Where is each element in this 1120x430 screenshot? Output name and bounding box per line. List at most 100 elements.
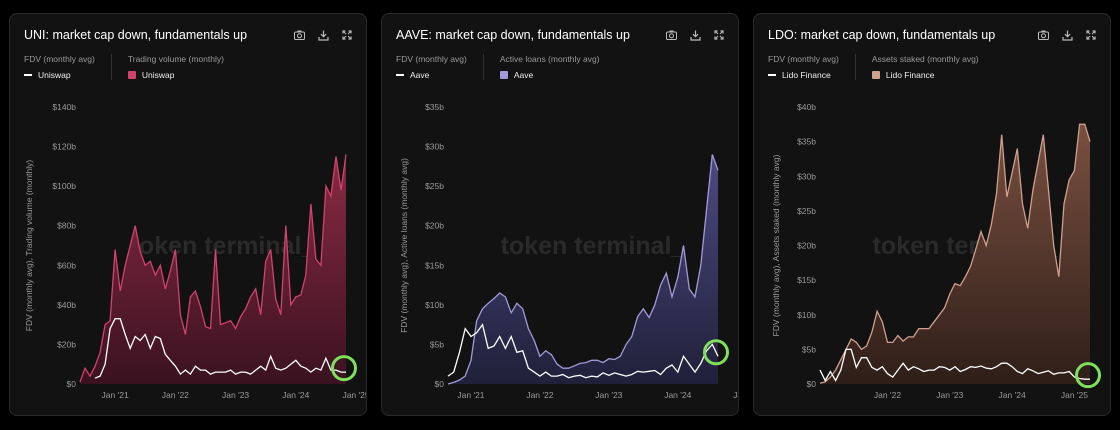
y-axis-title: FDV (monthly avg), Assets staked (monthl…	[771, 154, 781, 336]
fdv-series-line	[447, 323, 719, 379]
chart-toolbar	[1036, 28, 1098, 42]
x-tick-label: Jan '21	[102, 390, 129, 400]
x-tick-label: Jan '22	[874, 390, 901, 400]
highlight-circle	[331, 355, 357, 382]
legend-item-label: Uniswap	[38, 70, 71, 80]
area-fill	[820, 124, 1090, 385]
chart-toolbar	[292, 28, 354, 42]
x-tick-label: Jan '25	[733, 390, 739, 400]
y-tick-label: $35b	[797, 137, 816, 147]
y-tick-label: $40b	[797, 102, 816, 112]
y-tick-label: $35b	[425, 102, 444, 112]
area-series-line	[819, 123, 1091, 384]
plot-area: $140b $120b $100b $80b $60b $40b $20b $0 Jan '21…	[24, 102, 367, 400]
chart-title: LDO: market cap down, fundamentals up	[768, 28, 996, 42]
fullscreen-icon[interactable]	[1084, 28, 1098, 42]
y-tick-label: $100b	[52, 181, 76, 191]
y-tick-label: $10b	[797, 310, 816, 320]
area-swatch	[871, 71, 880, 79]
legend-item-area[interactable]: Uniswap	[127, 70, 224, 80]
area-swatch	[127, 71, 136, 79]
chart-title: AAVE: market cap down, fundamentals up	[396, 28, 630, 42]
chart-card-ldo: LDO: market cap down, fundamentals up FD…	[753, 13, 1111, 416]
y-tick-label: $30b	[425, 142, 444, 152]
legend-item-label: Uniswap	[141, 70, 175, 80]
line-swatch	[24, 74, 32, 76]
legend-item-label: Lido Finance	[885, 70, 935, 80]
y-tick-label: $5b	[802, 344, 816, 354]
y-tick-label: $25b	[797, 206, 816, 216]
y-tick-label: $0	[807, 379, 817, 389]
camera-icon[interactable]	[1036, 28, 1050, 42]
fullscreen-icon[interactable]	[712, 28, 726, 42]
line-swatch	[768, 74, 776, 76]
legend-group-volume: Trading volume (monthly)	[127, 54, 224, 64]
y-tick-label: $20b	[425, 221, 444, 231]
plot-area: $40b $35b $30b $25b $20b $15b $10b $5b $0 Jan '22…	[771, 102, 1101, 400]
chart-legend: FDV (monthly avg) Aave Active loans (mon…	[396, 54, 616, 80]
legend-group-fdv: FDV (monthly avg)	[768, 54, 839, 64]
highlight-circle	[703, 339, 729, 366]
legend-item-label: Lido Finance	[782, 70, 831, 80]
y-tick-label: $20b	[57, 339, 76, 349]
area-swatch	[499, 71, 508, 79]
plot-area: $35b $30b $25b $20b $15b $10b $5b $0 Jan '21 Jan …	[399, 102, 739, 400]
x-tick-label: Jan '22	[526, 390, 553, 400]
x-tick-label: Jan '23	[222, 390, 249, 400]
area-fill	[80, 154, 346, 384]
chart-card-uni: UNI: market cap down, fundamentals up FD…	[9, 13, 367, 416]
fdv-series-line	[94, 318, 346, 379]
chart-title: UNI: market cap down, fundamentals up	[24, 28, 248, 42]
chart-card-aave: AAVE: market cap down, fundamentals up F…	[381, 13, 739, 416]
legend-item-line[interactable]: Aave	[396, 70, 467, 80]
y-tick-label: $10b	[425, 300, 444, 310]
x-tick-label: Jan '25	[342, 390, 367, 400]
download-icon[interactable]	[688, 28, 702, 42]
x-tick-label: Jan '24	[999, 390, 1026, 400]
y-tick-label: $120b	[52, 142, 76, 152]
download-icon[interactable]	[1060, 28, 1074, 42]
camera-icon[interactable]	[664, 28, 678, 42]
chart-toolbar	[664, 28, 726, 42]
legend-group-fdv: FDV (monthly avg)	[396, 54, 467, 64]
fdv-series-line	[819, 348, 1090, 382]
x-tick-label: Jan '21	[457, 390, 484, 400]
chart-legend: FDV (monthly avg) Lido Finance Assets st…	[768, 54, 995, 80]
legend-group-fdv: FDV (monthly avg)	[24, 54, 95, 64]
legend-item-line[interactable]: Lido Finance	[768, 70, 839, 80]
chart-legend: FDV (monthly avg) Uniswap Trading volume…	[24, 54, 240, 80]
watermark: token terminal_	[501, 232, 687, 260]
x-tick-label: Jan '23	[595, 390, 622, 400]
y-tick-label: $15b	[425, 260, 444, 270]
x-tick-label: Jan '24	[282, 390, 309, 400]
y-tick-label: $30b	[797, 171, 816, 181]
area-series-line	[447, 154, 719, 385]
x-tick-label: Jan '24	[664, 390, 691, 400]
area-series-line	[79, 154, 347, 383]
highlight-circle	[1075, 362, 1101, 389]
legend-group-staked: Assets staked (monthly avg)	[871, 54, 979, 64]
x-tick-label: Jan '23	[936, 390, 963, 400]
camera-icon[interactable]	[292, 28, 306, 42]
line-swatch	[396, 74, 404, 76]
y-tick-label: $0	[67, 379, 77, 389]
fullscreen-icon[interactable]	[340, 28, 354, 42]
watermark: token terminal_	[131, 232, 317, 260]
x-tick-label: Jan '25	[1061, 390, 1088, 400]
y-tick-label: $15b	[797, 275, 816, 285]
legend-item-label: Aave	[410, 70, 430, 80]
y-axis-title: FDV (monthly avg), Active loans (monthly…	[399, 158, 409, 333]
y-tick-label: $40b	[57, 300, 76, 310]
y-tick-label: $60b	[57, 260, 76, 270]
download-icon[interactable]	[316, 28, 330, 42]
y-tick-label: $0	[435, 379, 445, 389]
legend-item-area[interactable]: Lido Finance	[871, 70, 979, 80]
x-tick-label: Jan '22	[162, 390, 189, 400]
y-tick-label: $80b	[57, 221, 76, 231]
legend-item-area[interactable]: Aave	[499, 70, 600, 80]
legend-group-loans: Active loans (monthly avg)	[499, 54, 600, 64]
y-tick-label: $5b	[430, 339, 444, 349]
legend-item-label: Aave	[513, 70, 534, 80]
legend-item-line[interactable]: Uniswap	[24, 70, 95, 80]
y-tick-label: $20b	[797, 241, 816, 251]
